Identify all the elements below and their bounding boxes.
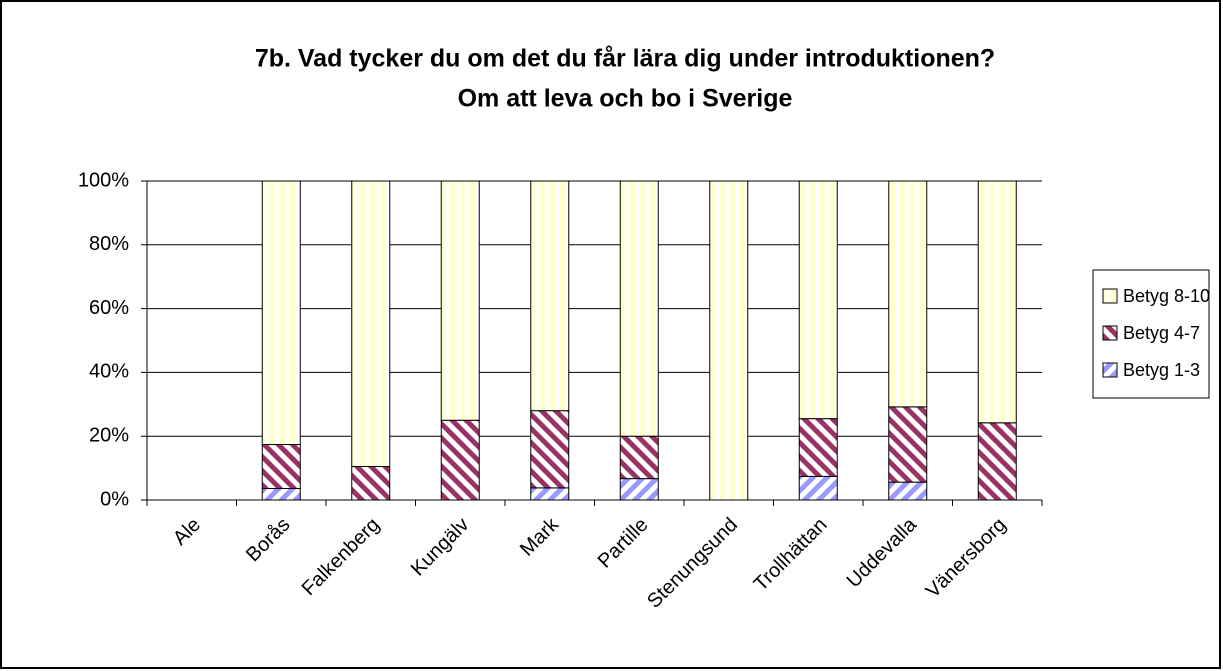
bar-segment	[619, 180, 659, 437]
bar-segment	[351, 466, 391, 501]
legend-swatch	[1102, 362, 1118, 378]
bar-segment	[440, 419, 480, 501]
bar-segment	[888, 481, 928, 501]
bar-segment	[530, 410, 570, 489]
bar-segment	[530, 180, 570, 412]
bar-segment	[798, 180, 838, 420]
bar-segment	[351, 180, 391, 468]
bar-segment	[619, 435, 659, 480]
bar-segment	[888, 180, 928, 408]
legend-label: Betyg 1-3	[1123, 360, 1200, 380]
bar-segment	[530, 487, 570, 501]
legend-swatch	[1102, 325, 1118, 341]
bar-segment	[888, 406, 928, 483]
y-tick-label: 100%	[78, 169, 129, 191]
legend-label: Betyg 8-10	[1123, 286, 1210, 306]
y-tick-label: 20%	[89, 424, 129, 446]
chart-title: 7b. Vad tycker du om det du får lära dig…	[255, 45, 995, 73]
legend-swatch	[1102, 288, 1118, 304]
bar-segment	[977, 180, 1017, 424]
bar-segment	[977, 422, 1017, 501]
bar-segment	[261, 180, 301, 445]
bar-segment	[261, 488, 301, 501]
chart-subtitle: Om att leva och bo i Sverige	[458, 85, 793, 113]
y-tick-label: 0%	[100, 488, 129, 510]
bar-segment	[709, 180, 749, 501]
bar-segment	[619, 478, 659, 501]
bar-segment	[798, 475, 838, 501]
bar-segment	[798, 418, 838, 477]
y-tick-label: 40%	[89, 361, 129, 383]
y-tick-label: 80%	[89, 233, 129, 255]
legend-label: Betyg 4-7	[1123, 323, 1200, 343]
bar-segment	[440, 180, 480, 421]
bar-segment	[261, 443, 301, 490]
y-tick-label: 60%	[89, 297, 129, 319]
